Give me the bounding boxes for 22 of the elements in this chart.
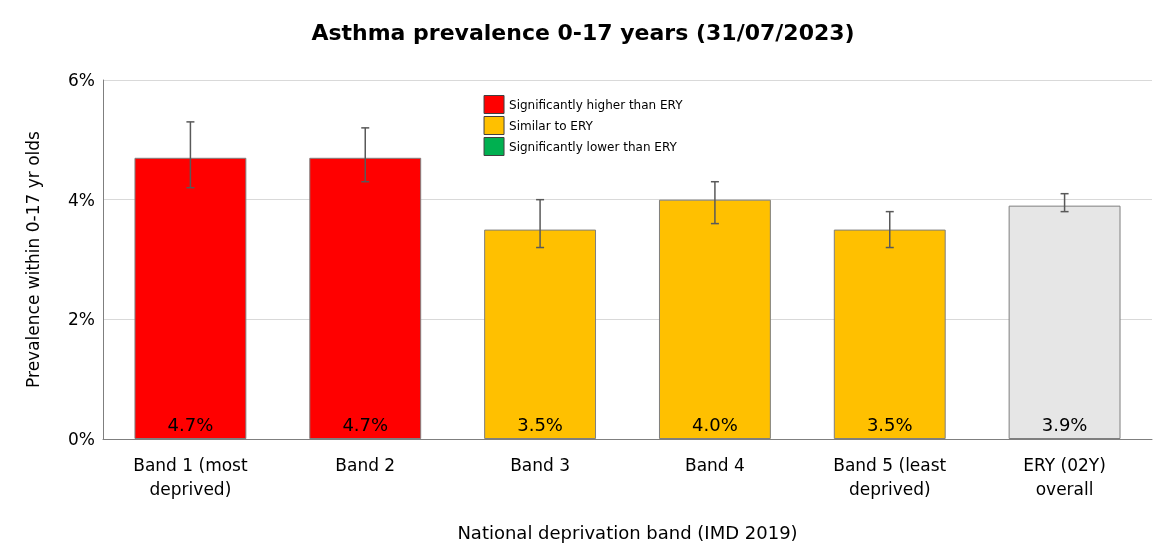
x-axis-title: National deprivation band (IMD 2019) bbox=[457, 521, 798, 543]
x-tick-label: Band 5 (least deprived) bbox=[833, 455, 947, 499]
y-axis-title: Prevalence within 0-17 yr olds bbox=[22, 130, 43, 388]
x-tick-label: ERY (02Y) overall bbox=[1023, 455, 1106, 499]
x-tick-label: Band 1 (most deprived) bbox=[133, 455, 248, 499]
data-label: 3.5% bbox=[866, 413, 913, 435]
x-tick-label: Band 2 bbox=[335, 455, 396, 475]
data-label: 3.5% bbox=[517, 413, 563, 435]
y-tick-label: 4% bbox=[68, 189, 95, 210]
data-label: 4.7% bbox=[167, 413, 214, 435]
data-label: 4.7% bbox=[342, 413, 389, 435]
data-label: 4.0% bbox=[692, 413, 738, 435]
x-tick-label: Band 3 bbox=[510, 455, 571, 475]
y-tick-label: 0% bbox=[68, 429, 95, 449]
y-tick-label: 2% bbox=[68, 309, 95, 330]
legend-label: Similar to ERY bbox=[509, 118, 594, 133]
legend-label: Significantly higher than ERY bbox=[509, 97, 684, 112]
y-tick-label: 6% bbox=[68, 70, 95, 90]
chart-title: Asthma prevalence 0-17 years (31/07/2023) bbox=[311, 19, 855, 45]
x-tick-label: Band 4 bbox=[684, 455, 745, 475]
legend-label: Significantly lower than ERY bbox=[509, 139, 678, 154]
data-label: 3.9% bbox=[1041, 413, 1088, 435]
